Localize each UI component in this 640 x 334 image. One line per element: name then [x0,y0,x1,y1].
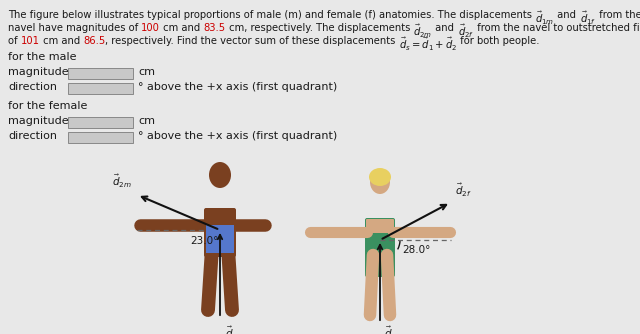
FancyBboxPatch shape [68,117,133,128]
Text: for both people.: for both people. [457,36,540,46]
FancyBboxPatch shape [68,68,133,79]
Text: ° above the +x axis (first quadrant): ° above the +x axis (first quadrant) [138,131,337,141]
FancyBboxPatch shape [206,225,234,253]
FancyBboxPatch shape [365,218,395,277]
Text: direction: direction [8,131,57,141]
Text: $\vec{d}_{1f}$: $\vec{d}_{1f}$ [384,325,401,334]
Ellipse shape [369,168,391,186]
Text: The figure below illustrates typical proportions of male (m) and female (f) anat: The figure below illustrates typical pro… [8,10,535,20]
Text: $\vec{d}_{2m}$: $\vec{d}_{2m}$ [113,173,132,190]
Text: cm and: cm and [160,23,204,33]
FancyBboxPatch shape [366,219,394,233]
Text: 83.5: 83.5 [204,23,226,33]
Text: $\vec{d}_{2m}$: $\vec{d}_{2m}$ [413,23,433,40]
Text: from the soles of the feet to the: from the soles of the feet to the [596,10,640,20]
Text: $\vec{d}_{1m}$: $\vec{d}_{1m}$ [535,10,554,27]
Text: ° above the +x axis (first quadrant): ° above the +x axis (first quadrant) [138,82,337,92]
Ellipse shape [370,170,390,194]
Text: magnitude: magnitude [8,67,68,77]
Ellipse shape [209,162,231,188]
FancyBboxPatch shape [204,208,236,257]
Text: and: and [554,10,579,20]
Text: from the navel to outstretched fingertips have magnitudes: from the navel to outstretched fingertip… [474,23,640,33]
Text: $\vec{d}_s = \vec{d}_1 + \vec{d}_2$: $\vec{d}_s = \vec{d}_1 + \vec{d}_2$ [399,36,457,53]
Text: $\vec{d}_{2f}$: $\vec{d}_{2f}$ [458,23,474,40]
Text: $\vec{d}_{1f}$: $\vec{d}_{1f}$ [579,10,596,27]
Text: 23.0°: 23.0° [190,236,218,246]
Text: cm, respectively. The displacements: cm, respectively. The displacements [226,23,413,33]
FancyBboxPatch shape [68,83,133,94]
Text: navel have magnitudes of: navel have magnitudes of [8,23,141,33]
Text: cm: cm [138,67,155,77]
Text: and: and [433,23,458,33]
FancyBboxPatch shape [68,132,133,143]
Text: cm: cm [138,116,155,126]
Text: of: of [8,36,20,46]
Text: $\vec{d}_{1m}$: $\vec{d}_{1m}$ [225,325,245,334]
Text: direction: direction [8,82,57,92]
Text: 28.0°: 28.0° [402,245,430,255]
Text: cm and: cm and [40,36,83,46]
Text: for the male: for the male [8,52,77,62]
Text: 101: 101 [20,36,40,46]
Text: 100: 100 [141,23,160,33]
Text: , respectively. Find the vector sum of these displacements: , respectively. Find the vector sum of t… [106,36,399,46]
Text: magnitude: magnitude [8,116,68,126]
Text: $\vec{d}_{2f}$: $\vec{d}_{2f}$ [454,182,472,199]
Text: 86.5: 86.5 [83,36,106,46]
Text: for the female: for the female [8,101,88,111]
